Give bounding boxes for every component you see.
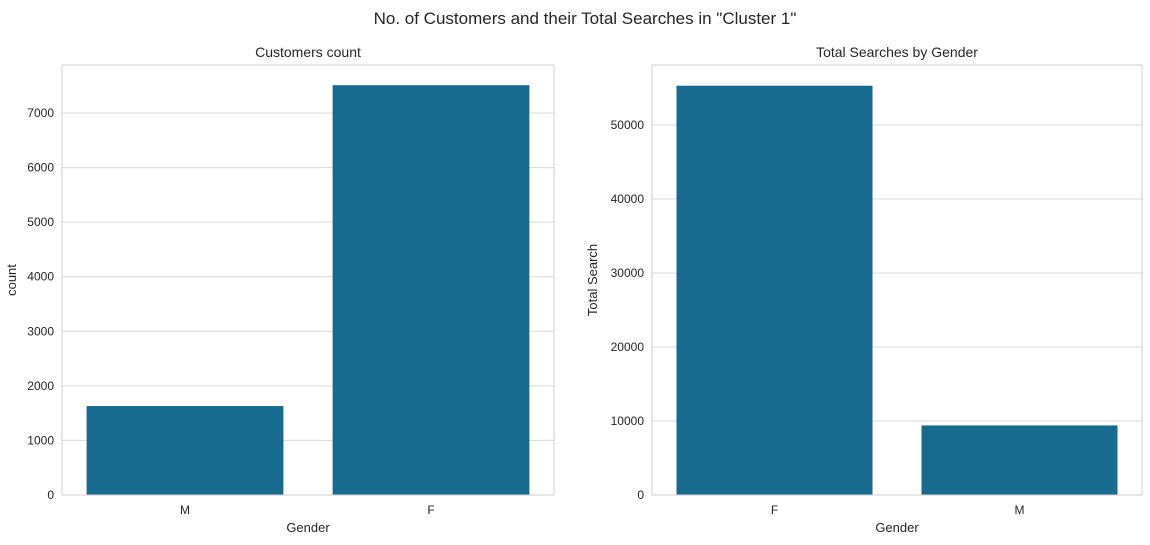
y-axis-label: Total Search (585, 244, 600, 316)
y-tick-label: 6000 (27, 161, 54, 175)
y-tick-label: 20000 (611, 340, 645, 354)
y-tick-label: 50000 (611, 118, 645, 132)
plot-frame (61, 64, 555, 496)
total-searches-chart: Total Searches by Gender 0 10000 20000 3000… (585, 44, 1143, 535)
y-tick-label: 40000 (611, 192, 645, 206)
x-tick-label: F (771, 503, 778, 517)
y-tick-label: 4000 (27, 270, 54, 284)
y-tick-label: 30000 (611, 266, 645, 280)
x-axis-label: Gender (875, 520, 919, 535)
y-tick-label: 3000 (27, 324, 54, 338)
y-tick-label: 0 (47, 488, 54, 502)
y-tick-label: 0 (637, 488, 644, 502)
y-axis-label: count (4, 264, 19, 296)
bar-f (676, 85, 873, 495)
x-tick-label: M (1015, 503, 1025, 517)
plot-frame (651, 64, 1143, 496)
y-tick-label: 7000 (27, 106, 54, 120)
bar-f (332, 85, 530, 495)
bar-m (86, 406, 284, 495)
y-tick-label: 2000 (27, 379, 54, 393)
y-tick-label: 1000 (27, 433, 54, 447)
customers-count-chart: Customers count 0 1000 2000 3000 4000 5000 600… (4, 44, 555, 535)
x-tick-label: M (180, 503, 190, 517)
chart-title: Customers count (255, 44, 361, 60)
y-tick-label: 10000 (611, 414, 645, 428)
chart-title: Total Searches by Gender (816, 44, 978, 60)
x-tick-label: F (427, 503, 434, 517)
y-tick-label: 5000 (27, 215, 54, 229)
bar-m (921, 425, 1118, 495)
x-axis-label: Gender (286, 520, 330, 535)
figure-title: No. of Customers and their Total Searche… (374, 9, 797, 28)
